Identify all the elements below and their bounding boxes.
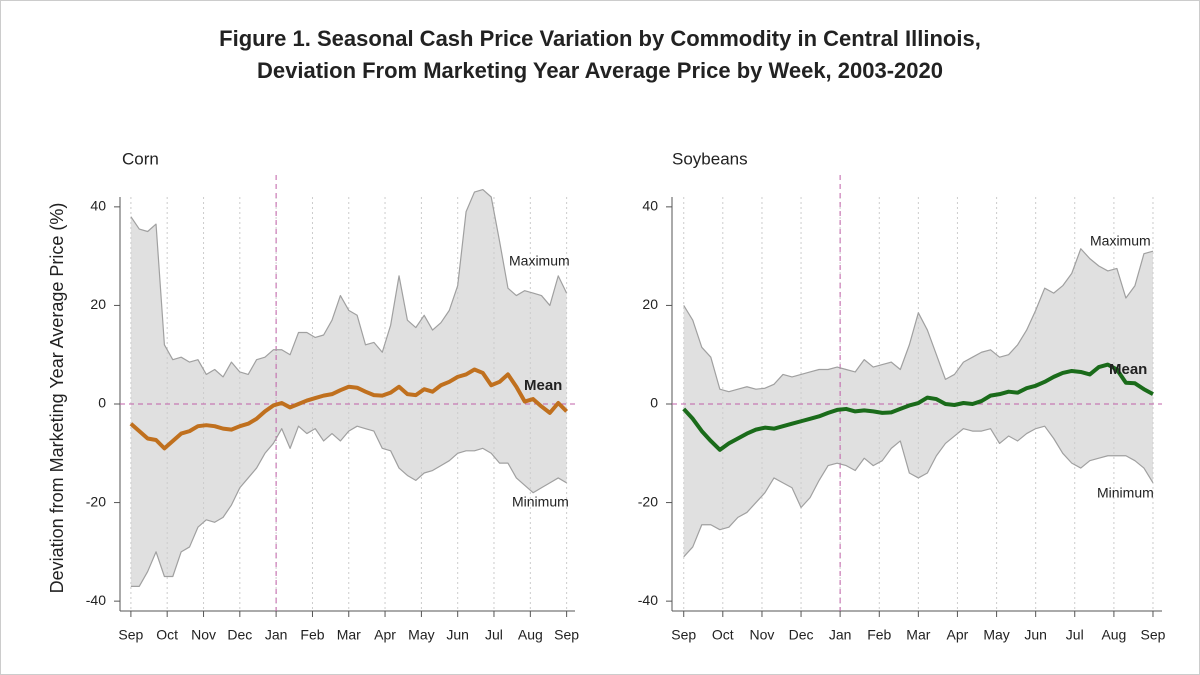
y-tick-label: 40 xyxy=(642,198,658,214)
x-tick-label: Jun xyxy=(1024,627,1047,643)
series-line xyxy=(130,189,568,378)
title-line: Deviation From Marketing Year Average Pr… xyxy=(257,58,943,83)
x-tick-label: Feb xyxy=(867,627,891,643)
y-tick-label: 0 xyxy=(98,395,106,411)
x-tick-label: Nov xyxy=(750,627,775,643)
x-tick-label: Aug xyxy=(518,627,543,643)
x-tick-label: Jan xyxy=(265,627,288,643)
x-tick-label: Dec xyxy=(789,627,814,643)
y-tick-label: 20 xyxy=(90,296,106,312)
series-label: Minimum xyxy=(512,494,569,510)
x-tick-label: Sep xyxy=(554,627,579,643)
series-line xyxy=(682,362,1154,452)
series-line xyxy=(683,248,1154,393)
x-tick-label: Jun xyxy=(446,627,469,643)
y-tick-label: 20 xyxy=(642,296,658,312)
x-tick-label: Jan xyxy=(829,627,852,643)
series-label: Minimum xyxy=(1097,485,1154,501)
panel-title: Corn xyxy=(122,149,159,168)
y-axis-label: Deviation from Marketing Year Average Pr… xyxy=(47,203,67,594)
x-tick-label: May xyxy=(408,627,434,643)
x-tick-label: Dec xyxy=(227,627,252,643)
x-tick-label: Feb xyxy=(300,627,324,643)
x-tick-label: Apr xyxy=(947,627,969,643)
y-tick-label: 40 xyxy=(90,198,106,214)
x-tick-label: Oct xyxy=(712,627,734,643)
x-tick-label: Jul xyxy=(1066,627,1084,643)
x-tick-label: Mar xyxy=(337,627,361,643)
series-label: Maximum xyxy=(509,253,570,269)
series-line xyxy=(130,425,567,587)
series-label: Mean xyxy=(524,377,562,394)
panel-title: Soybeans xyxy=(672,149,748,168)
series-line xyxy=(129,367,569,451)
x-tick-label: Aug xyxy=(1101,627,1126,643)
y-tick-label: -40 xyxy=(638,592,658,608)
x-tick-label: Apr xyxy=(374,627,396,643)
x-tick-label: Nov xyxy=(191,627,216,643)
x-tick-label: Sep xyxy=(118,627,143,643)
x-tick-label: Oct xyxy=(156,627,178,643)
y-tick-label: -40 xyxy=(86,592,106,608)
series-label: Mean xyxy=(1109,361,1147,378)
x-tick-label: Sep xyxy=(1141,627,1166,643)
y-tick-label: -20 xyxy=(86,493,106,509)
x-tick-label: Mar xyxy=(906,627,930,643)
y-tick-label: -20 xyxy=(638,493,658,509)
x-tick-label: Jul xyxy=(485,627,503,643)
series-label: Maximum xyxy=(1090,233,1151,249)
x-tick-label: Sep xyxy=(671,627,696,643)
y-tick-label: 0 xyxy=(650,395,658,411)
x-tick-label: May xyxy=(983,627,1009,643)
title-line: Figure 1. Seasonal Cash Price Variation … xyxy=(219,26,981,51)
series-line xyxy=(683,425,1154,558)
